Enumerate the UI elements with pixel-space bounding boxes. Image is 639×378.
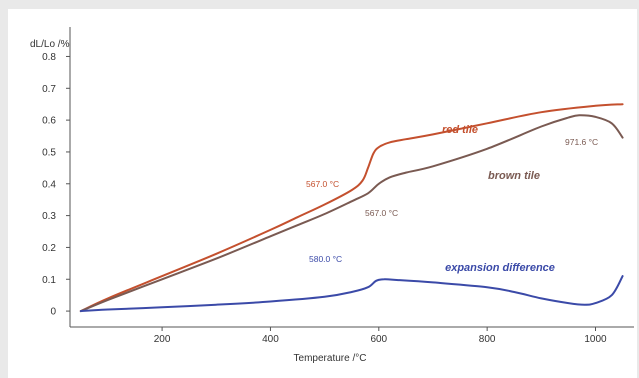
annotation-label: 580.0 °C [309,254,342,264]
y-tick-label: 0.2 [42,243,56,254]
y-tick-label: 0.7 [42,84,56,95]
labels-layer: red tile brown tile expansion difference 56… [306,124,598,274]
x-tick-label: 800 [479,334,496,345]
annotation-label: 971.6 °C [565,137,598,147]
series-label-expansion-difference: expansion difference [445,262,555,274]
y-tick-label: 0.8 [42,52,56,63]
annotation-label: 567.0 °C [306,179,339,189]
x-tick-label: 600 [370,334,387,345]
x-tick-label: 400 [262,334,279,345]
series-line-red-tile [79,103,624,313]
series-label-red-tile: red tile [442,124,478,136]
axes: 0 0.1 0.2 0.3 0.4 0.5 0.6 0.7 0.8 200 400 600 800 100… [42,27,634,345]
x-tick-label: 1000 [584,334,607,345]
chart-svg: dL/Lo /% Temperature /°C 0 0.1 0.2 0.3 0.4 0.… [30,27,634,364]
series-label-brown-tile: brown tile [488,170,540,182]
x-axis-title: Temperature /°C [294,353,367,364]
y-tick-label: 0.3 [42,211,56,222]
y-tick-label: 0 [50,307,56,318]
y-tick-label: 0.1 [42,275,56,286]
annotation-label: 567.0 °C [365,208,398,218]
chart-frame: dL/Lo /% Temperature /°C 0 0.1 0.2 0.3 0.4 0.… [8,9,637,378]
y-tick-label: 0.4 [42,179,56,190]
series-layer [79,103,624,313]
y-tick-label: 0.5 [42,147,56,158]
x-tick-label: 200 [154,334,171,345]
y-tick-label: 0.6 [42,116,56,127]
y-axis-title: dL/Lo /% [30,39,70,50]
series-line-brown-tile [79,114,624,313]
series-line-expansion-difference [79,275,624,313]
